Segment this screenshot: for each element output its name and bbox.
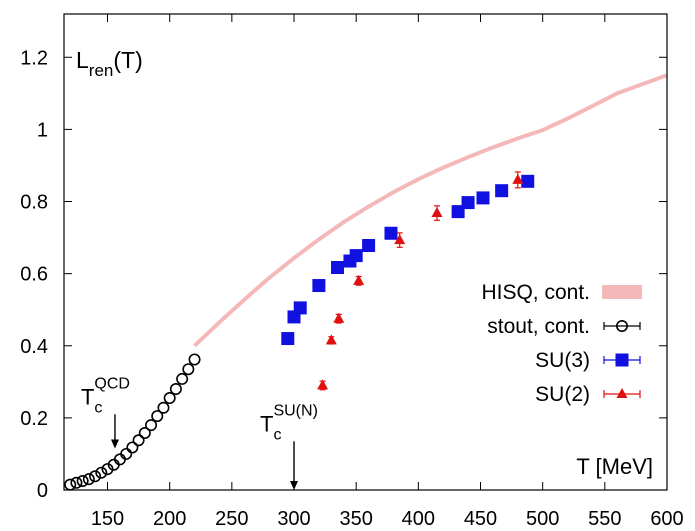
ticks: 150 200 250 300 350 400 450 500 550 600 0 0.2 0.4 0.6… bbox=[20, 14, 684, 530]
stout-cont-point bbox=[95, 466, 108, 479]
stout-cont-point bbox=[182, 363, 195, 376]
su-2-point bbox=[353, 274, 365, 285]
y-tick-label: 0.6 bbox=[20, 264, 48, 286]
stout-cont-point bbox=[70, 476, 83, 489]
legend-marker-su-3 bbox=[615, 353, 629, 367]
su-3-point bbox=[461, 196, 475, 210]
x-tick-label: 350 bbox=[339, 508, 372, 530]
x-tick-label: 300 bbox=[277, 508, 310, 530]
y-tick-label: 0 bbox=[37, 480, 48, 502]
su-2-point bbox=[317, 379, 329, 390]
x-tick-label: 150 bbox=[91, 508, 124, 530]
hisq-band-layer bbox=[193, 73, 668, 348]
stout-cont-point bbox=[176, 372, 189, 385]
su-3-point bbox=[384, 226, 398, 240]
x-tick-label: 250 bbox=[215, 508, 248, 530]
stout-cont-point bbox=[163, 392, 176, 405]
tc-label-sub: c bbox=[94, 399, 102, 416]
su-3-point bbox=[312, 279, 326, 293]
y-tick-label: 1 bbox=[37, 119, 48, 141]
stout-cont-point bbox=[169, 383, 182, 396]
y-axis-label-tail: (T) bbox=[113, 47, 142, 73]
y-tick-label: 1.2 bbox=[20, 47, 48, 69]
plot-frame bbox=[63, 13, 668, 491]
legend: HISQ, cont. stout, cont. SU(3) SU(2) bbox=[481, 281, 642, 406]
su-3-point bbox=[349, 249, 363, 263]
hisq-band bbox=[193, 73, 668, 348]
stout-cont-point bbox=[82, 473, 95, 486]
stout-cont-point bbox=[138, 427, 151, 440]
tc-arrow-head bbox=[110, 439, 119, 449]
legend-label-su-3: SU(3) bbox=[535, 349, 590, 372]
x-tick-label: 450 bbox=[464, 508, 497, 530]
y-axis-label: Lren(T) bbox=[76, 47, 143, 80]
legend-swatch-hisq-cont bbox=[602, 285, 642, 299]
y-tick-label: 0.8 bbox=[20, 192, 48, 214]
su-3-point bbox=[362, 239, 376, 253]
stout-cont-point bbox=[145, 419, 158, 432]
tc-label-sup: SU(N) bbox=[273, 402, 317, 419]
su-2-point bbox=[394, 234, 406, 245]
x-tick-label: 600 bbox=[650, 508, 683, 530]
stout-cont-point bbox=[89, 470, 102, 483]
x-axis-label: T [MeV] bbox=[576, 454, 653, 479]
tc-label-main: T bbox=[260, 411, 273, 436]
tc-label-2: Tc SU(N) bbox=[260, 402, 318, 443]
legend-marker-su-2 bbox=[616, 388, 628, 398]
su-3-point bbox=[495, 184, 509, 198]
su-3-point bbox=[521, 174, 535, 188]
stout-cont-point bbox=[126, 441, 139, 454]
tc-label-1: Tc QCD bbox=[81, 375, 130, 416]
su-3-point bbox=[293, 301, 307, 315]
su-2-point bbox=[431, 207, 443, 218]
x-tick-label: 400 bbox=[402, 508, 435, 530]
su-3-point bbox=[451, 205, 465, 219]
tc-arrow-head bbox=[290, 481, 299, 490]
su-3-point bbox=[476, 191, 490, 205]
tc-label-sub: c bbox=[273, 426, 281, 443]
x-tick-label: 500 bbox=[526, 508, 559, 530]
y-axis-label-main: L bbox=[76, 47, 89, 73]
x-tick-label: 550 bbox=[588, 508, 621, 530]
legend-marker-stout-cont bbox=[615, 319, 628, 332]
y-axis-label-sub: ren bbox=[89, 61, 114, 80]
su-3-point bbox=[331, 261, 345, 275]
su-2-point bbox=[333, 312, 345, 323]
legend-label-stout-cont: stout, cont. bbox=[487, 315, 590, 338]
x-tick-label: 200 bbox=[153, 508, 186, 530]
su-3-point bbox=[281, 332, 295, 346]
legend-label-hisq-cont: HISQ, cont. bbox=[481, 281, 590, 304]
y-tick-label: 0.4 bbox=[20, 336, 48, 358]
stout-cont-point bbox=[188, 353, 201, 366]
su-2-point bbox=[512, 173, 524, 184]
stout-cont-point bbox=[157, 401, 170, 414]
stout-cont-point bbox=[132, 434, 145, 447]
y-tick-label: 0.2 bbox=[20, 408, 48, 430]
stout-cont-point bbox=[120, 447, 133, 460]
su-2-point bbox=[325, 334, 337, 345]
tc-label-main: T bbox=[81, 384, 94, 409]
tc-label-sup: QCD bbox=[94, 375, 130, 392]
stout-cont-point bbox=[64, 478, 77, 491]
stout-cont-point bbox=[76, 474, 89, 487]
stout-cont-point bbox=[151, 410, 164, 423]
data-marks bbox=[64, 171, 535, 491]
legend-label-su-2: SU(2) bbox=[535, 383, 590, 406]
